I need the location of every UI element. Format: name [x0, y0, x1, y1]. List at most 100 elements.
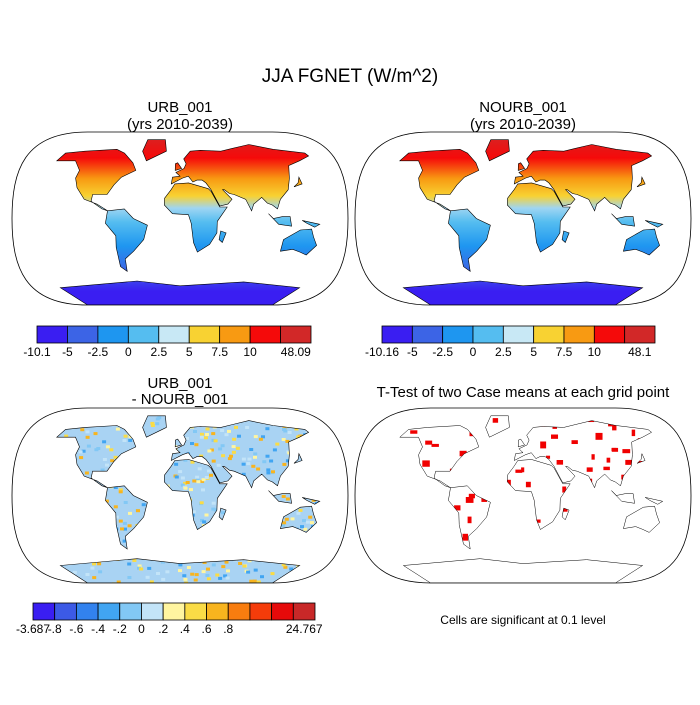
- colorbar-label: -.6: [69, 622, 83, 636]
- cell: [209, 448, 214, 452]
- cell: [281, 495, 286, 498]
- cell: [282, 462, 287, 466]
- cell: [195, 475, 200, 479]
- cell: [282, 427, 286, 431]
- cell: [211, 459, 216, 463]
- cell: [160, 560, 165, 564]
- colorbar-box: [188, 325, 221, 344]
- cell: [218, 447, 223, 451]
- cell: [199, 435, 204, 439]
- cell: [247, 559, 252, 563]
- colorbar-label: -5: [62, 345, 73, 359]
- colorbar-label: -3.687: [16, 622, 50, 636]
- cell: [211, 438, 216, 442]
- cell: [622, 449, 631, 454]
- cell: [241, 457, 246, 461]
- cell: [127, 524, 132, 528]
- cell: [200, 518, 204, 522]
- colorbar-box: [127, 325, 160, 344]
- cell: [206, 577, 211, 581]
- cell: [631, 429, 636, 437]
- cell: [465, 497, 474, 503]
- panel-title: T-Test of two Case means at each grid po…: [377, 384, 670, 401]
- cell: [220, 511, 225, 515]
- cell: [220, 444, 225, 448]
- cell: [284, 517, 289, 521]
- colorbar-box: [442, 325, 474, 344]
- cell: [431, 443, 439, 447]
- cell: [298, 508, 303, 512]
- map-frame: [354, 407, 692, 584]
- panel-title: (yrs 2010-2039): [470, 116, 576, 133]
- cell: [102, 458, 107, 461]
- cell: [285, 497, 290, 501]
- colorbar-label: -10.1: [23, 345, 51, 359]
- cell: [185, 437, 189, 440]
- cell: [105, 445, 110, 449]
- cell: [193, 578, 198, 582]
- cell: [247, 457, 252, 461]
- cell: [123, 434, 128, 438]
- cell: [116, 580, 121, 583]
- cell: [98, 570, 103, 574]
- cell: [155, 417, 160, 421]
- colorbar-box: [75, 602, 99, 621]
- coastline: [56, 415, 321, 583]
- cell: [242, 564, 247, 568]
- colorbar-box: [219, 325, 251, 344]
- cell: [190, 460, 195, 464]
- colorbar-box: [97, 325, 129, 344]
- colorbar-label: 5: [186, 345, 193, 359]
- cell: [90, 566, 95, 570]
- cell: [556, 460, 564, 465]
- map-frame: [11, 407, 349, 584]
- cell: [551, 434, 559, 439]
- cell: [109, 448, 114, 452]
- map-panel: [355, 132, 691, 305]
- cell: [226, 569, 230, 573]
- cell: [611, 447, 619, 452]
- cell: [150, 424, 155, 427]
- cell: [199, 454, 204, 458]
- cell: [305, 520, 310, 524]
- panel-note: Cells are significant at 0.1 level: [440, 613, 605, 627]
- cell: [197, 467, 202, 471]
- cell: [308, 515, 313, 519]
- colorbar-label: 2.5: [495, 345, 512, 359]
- cell: [256, 467, 261, 471]
- colorbar-box: [54, 602, 77, 621]
- cell: [118, 488, 123, 492]
- cell: [85, 435, 90, 439]
- cell: [265, 454, 270, 458]
- cell: [266, 468, 271, 472]
- cell: [216, 463, 221, 467]
- cell: [253, 455, 257, 459]
- cell: [202, 520, 207, 524]
- colorbar-label: .4: [180, 622, 190, 636]
- cell: [85, 573, 90, 576]
- cell: [540, 441, 547, 449]
- map-frame: [11, 131, 349, 306]
- cell: [249, 448, 254, 451]
- colorbar-box: [280, 325, 312, 344]
- land: [399, 139, 664, 305]
- cell: [114, 515, 119, 519]
- colorbar-label: -.2: [113, 622, 127, 636]
- cell: [289, 567, 294, 571]
- cell: [272, 448, 277, 452]
- coastline: [399, 415, 664, 583]
- cell: [161, 577, 166, 581]
- cell: [155, 422, 160, 426]
- cell: [204, 476, 209, 479]
- cell: [296, 564, 301, 568]
- cell: [237, 434, 241, 438]
- cell: [128, 511, 132, 515]
- cell: [612, 423, 617, 431]
- cell: [422, 460, 430, 467]
- colorbar-label: 2.5: [150, 345, 167, 359]
- colorbar-label: -.4: [91, 622, 105, 636]
- cell: [591, 454, 595, 460]
- colorbar-box: [533, 325, 565, 344]
- cell: [302, 519, 306, 523]
